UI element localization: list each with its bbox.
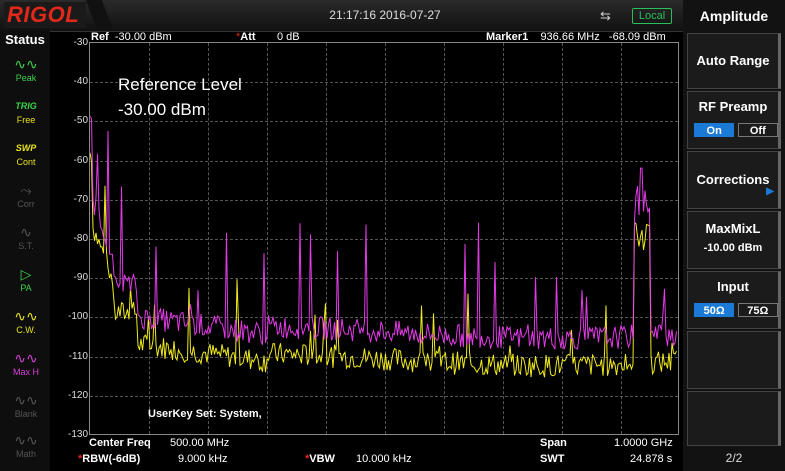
- preamp-toggle[interactable]: On Off: [694, 122, 778, 137]
- softkey-panel: Amplitude Auto Range RF Preamp On Off Co…: [683, 0, 785, 471]
- grid-line: [90, 161, 678, 162]
- grid-line: [208, 43, 209, 434]
- maxmixl-button[interactable]: MaxMixL -10.00 dBm: [687, 211, 781, 269]
- usb-icon: ⇆: [600, 8, 611, 23]
- preamp-on-option[interactable]: On: [694, 123, 735, 137]
- corrections-button[interactable]: Corrections ▶: [687, 151, 781, 209]
- softkey-empty-1[interactable]: [687, 331, 781, 389]
- input-label: Input: [717, 279, 749, 294]
- ytick: -80: [73, 233, 88, 244]
- blank-icon: ∿∿ Blank: [14, 392, 38, 419]
- vbw-label: *VBW: [305, 453, 335, 465]
- ytick: -30: [73, 37, 88, 48]
- trace-maxhold: [90, 115, 677, 350]
- span-value[interactable]: 1.0000 GHz: [614, 437, 673, 449]
- grid-line: [90, 121, 678, 122]
- ytick: -100: [67, 311, 88, 322]
- userkey-set: UserKey Set: System,: [148, 408, 262, 420]
- ytick: -130: [67, 429, 88, 440]
- rigol-logo: RIGOL: [4, 2, 86, 28]
- grid-line: [621, 43, 622, 434]
- pa-icon: ▷ PA: [20, 266, 32, 293]
- rbw-value[interactable]: 9.000 kHz: [178, 453, 228, 465]
- rf-preamp-button[interactable]: RF Preamp On Off: [687, 91, 781, 149]
- corrections-label: Corrections: [696, 172, 770, 187]
- datetime: 21:17:16 2016-07-27: [329, 8, 441, 22]
- page-indicator: 2/2: [725, 451, 743, 465]
- grid-line: [326, 43, 327, 434]
- cw-icon: ∿∿ C.W.: [14, 308, 38, 335]
- ref-readout: Ref -30.00 dBm: [91, 31, 172, 43]
- maxmixl-label: MaxMixL: [705, 221, 761, 236]
- grid-line: [90, 200, 678, 201]
- swt-label: SWT: [540, 453, 565, 465]
- ytick: -120: [67, 390, 88, 401]
- rbw-label: *RBW(-6dB): [78, 453, 141, 465]
- local-badge: Local: [632, 8, 672, 24]
- ytick: -40: [73, 76, 88, 87]
- math-icon: ∿∿ Math: [14, 432, 38, 459]
- vbw-value[interactable]: 10.000 kHz: [356, 453, 412, 465]
- ytick: -110: [68, 351, 88, 362]
- grid-line: [503, 43, 504, 434]
- corr-icon: ⤳ Corr: [17, 182, 35, 209]
- center-freq-value[interactable]: 500.00 MHz: [170, 437, 230, 449]
- rf-preamp-label: RF Preamp: [698, 99, 768, 114]
- status-panel: Status ∿∿ Peak TRIG Free SWP Cont ⤳ Corr ∿…: [0, 31, 50, 471]
- reference-level-overlay: Reference Level -30.00 dBm: [118, 75, 242, 119]
- grid-line: [90, 396, 678, 397]
- grid-line: [90, 317, 678, 318]
- input-75-option[interactable]: 75Ω: [737, 303, 778, 317]
- top-bar: RIGOL 21:17:16 2016-07-27 ⇆ Local: [0, 0, 683, 32]
- center-freq-label: Center Freq: [89, 437, 151, 449]
- swt-value[interactable]: 24.878 s: [630, 453, 673, 465]
- input-toggle[interactable]: 50Ω 75Ω: [694, 302, 778, 317]
- att-readout: *Att 0 dB: [236, 31, 300, 43]
- grid-line: [90, 278, 678, 279]
- trace-clear-write: [90, 152, 677, 378]
- grid-line: [385, 43, 386, 434]
- ytick: -50: [73, 115, 88, 126]
- grid-line: [444, 43, 445, 434]
- ytick: -90: [73, 272, 88, 283]
- trig-icon: TRIG Free: [15, 101, 37, 125]
- input-50-option[interactable]: 50Ω: [694, 303, 735, 317]
- grid-line: [267, 43, 268, 434]
- preamp-off-option[interactable]: Off: [737, 123, 778, 137]
- input-button[interactable]: Input 50Ω 75Ω: [687, 271, 781, 329]
- grid-line: [90, 239, 678, 240]
- marker-readout: Marker1 936.66 MHz -68.09 dBm: [486, 31, 666, 43]
- auto-range-button[interactable]: Auto Range: [687, 33, 781, 89]
- grid-line: [149, 43, 150, 434]
- maxh-icon: ∿∿ Max H: [12, 350, 39, 377]
- traces: [90, 115, 677, 378]
- status-title: Status: [5, 32, 45, 47]
- sweep-icon: SWP Cont: [15, 143, 37, 167]
- spectrum-plot[interactable]: [89, 42, 679, 435]
- grid-line: [562, 43, 563, 434]
- st-icon: ∿ S.T.: [18, 224, 34, 251]
- menu-title: Amplitude: [699, 8, 769, 24]
- submenu-arrow-icon: ▶: [766, 186, 774, 197]
- span-label: Span: [540, 437, 567, 449]
- logo-tab: [86, 0, 114, 31]
- grid-line: [90, 82, 678, 83]
- softkey-empty-2[interactable]: [687, 391, 781, 446]
- ytick: -70: [73, 194, 88, 205]
- peak-icon: ∿∿ Peak: [14, 56, 38, 83]
- maxmixl-value: -10.00 dBm: [703, 242, 763, 254]
- ytick: -60: [73, 155, 88, 166]
- grid-line: [90, 357, 678, 358]
